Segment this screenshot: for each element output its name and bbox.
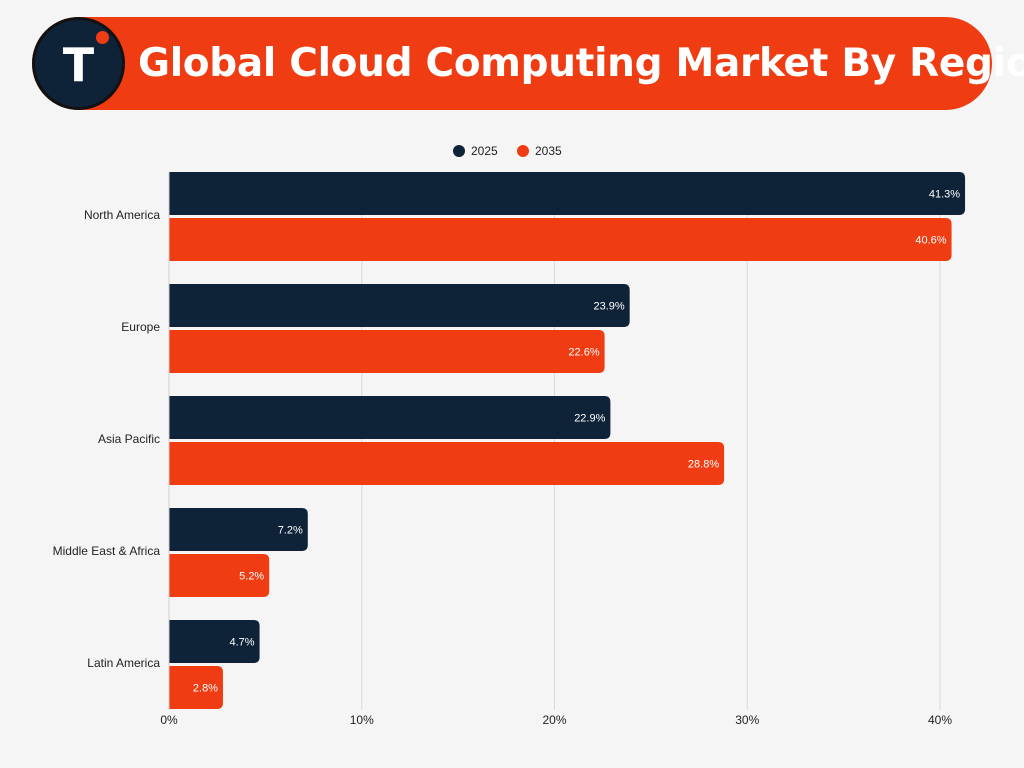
data-label: 5.2% — [239, 571, 264, 583]
bar-north-america-2025 — [169, 172, 966, 215]
bar-europe-2035 — [169, 330, 605, 373]
data-label: 22.6% — [568, 347, 599, 359]
bar-latin-america-2035 — [169, 666, 223, 709]
category-label: Latin America — [87, 656, 160, 670]
x-tick-label: 30% — [735, 713, 759, 727]
data-label: 7.2% — [278, 525, 303, 537]
bar-latin-america-2025 — [169, 620, 260, 663]
bar-asia-pacific-2035 — [169, 442, 725, 485]
data-label: 28.8% — [688, 459, 719, 471]
data-label: 40.6% — [915, 235, 946, 247]
bar-asia-pacific-2025 — [169, 396, 611, 439]
data-label: 23.9% — [593, 301, 624, 313]
bar-north-america-2035 — [169, 218, 952, 261]
page-title: Global Cloud Computing Market By Region — [138, 41, 1024, 86]
logo-dot — [96, 31, 109, 44]
data-label: 2.8% — [193, 683, 218, 695]
legend-label: 2035 — [535, 144, 562, 158]
data-label: 41.3% — [929, 189, 960, 201]
x-tick-label: 0% — [160, 713, 178, 727]
x-tick-label: 20% — [542, 713, 566, 727]
bar-middle-east-africa-2025 — [169, 508, 308, 551]
data-label: 4.7% — [230, 637, 255, 649]
category-label: Middle East & Africa — [53, 544, 161, 558]
category-label: Europe — [121, 320, 160, 334]
data-label: 22.9% — [574, 413, 605, 425]
legend-label: 2025 — [471, 144, 498, 158]
logo-letter: T — [62, 37, 95, 92]
bar-middle-east-africa-2035 — [169, 554, 270, 597]
category-label: Asia Pacific — [98, 432, 160, 446]
bar-europe-2025 — [169, 284, 630, 327]
category-label: North America — [84, 208, 160, 222]
x-tick-label: 10% — [350, 713, 374, 727]
legend-marker — [517, 145, 529, 157]
x-tick-label: 40% — [928, 713, 952, 727]
title-banner: T Global Cloud Computing Market By Regio… — [32, 17, 1024, 110]
brand-logo: T — [32, 17, 125, 110]
legend-marker — [453, 145, 465, 157]
